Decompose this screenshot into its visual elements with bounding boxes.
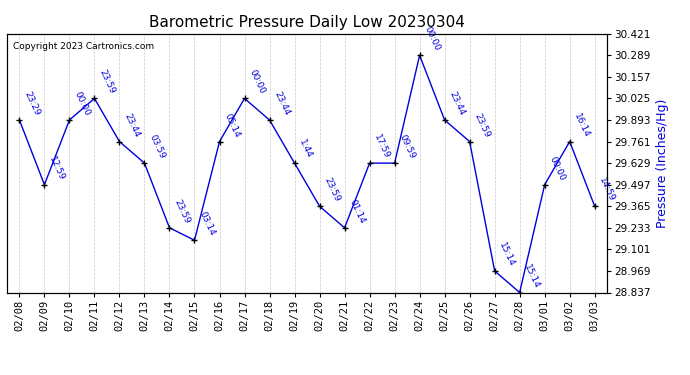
Text: 23:44: 23:44	[447, 90, 466, 117]
Text: 00:00: 00:00	[422, 25, 442, 52]
Text: 23:29: 23:29	[22, 90, 41, 117]
Title: Barometric Pressure Daily Low 20230304: Barometric Pressure Daily Low 20230304	[149, 15, 465, 30]
Text: 1:44: 1:44	[297, 138, 314, 160]
Text: 05:14: 05:14	[222, 112, 242, 139]
Text: 23:59: 23:59	[473, 112, 491, 139]
Text: 00:00: 00:00	[547, 154, 566, 182]
Text: 09:59: 09:59	[397, 133, 417, 160]
Text: 12:59: 12:59	[47, 155, 66, 182]
Text: 01:14: 01:14	[347, 198, 366, 225]
Text: 23:59: 23:59	[172, 198, 191, 225]
Text: 14:59: 14:59	[598, 176, 616, 204]
Text: 03:14: 03:14	[197, 210, 216, 237]
Text: 23:59: 23:59	[322, 176, 342, 204]
Text: 23:59: 23:59	[97, 69, 116, 96]
Text: 03:59: 03:59	[147, 133, 166, 160]
Text: 00:00: 00:00	[72, 90, 91, 117]
Text: 16:14: 16:14	[573, 112, 591, 139]
Text: 23:44: 23:44	[273, 90, 291, 117]
Text: 23:44: 23:44	[122, 112, 141, 139]
Text: 00:00: 00:00	[247, 68, 266, 96]
Text: Copyright 2023 Cartronics.com: Copyright 2023 Cartronics.com	[13, 42, 154, 51]
Text: 15:14: 15:14	[522, 262, 542, 290]
Text: 15:14: 15:14	[497, 241, 516, 268]
Y-axis label: Pressure (Inches/Hg): Pressure (Inches/Hg)	[656, 99, 669, 228]
Text: 17:59: 17:59	[373, 133, 391, 160]
